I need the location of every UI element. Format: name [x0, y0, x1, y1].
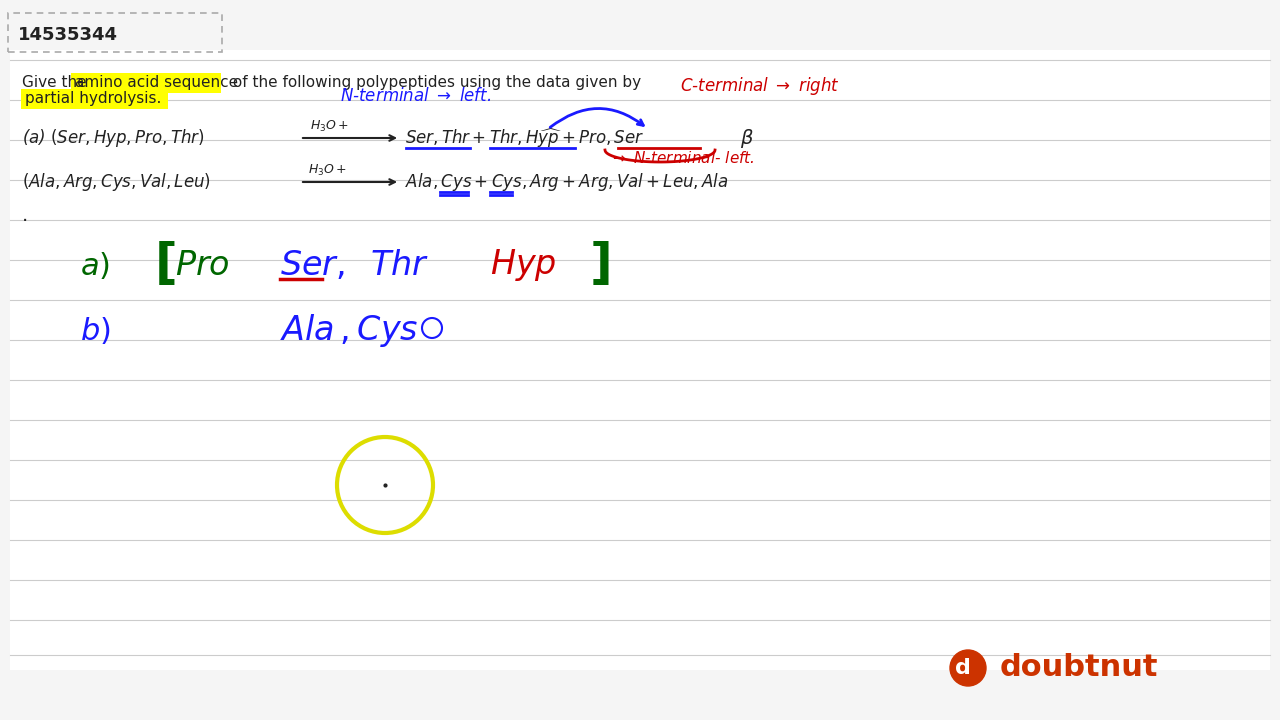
Text: $H_3O+$: $H_3O+$ — [308, 163, 347, 178]
Text: $Pro$: $Pro$ — [175, 248, 229, 282]
FancyBboxPatch shape — [20, 89, 168, 109]
Text: $Thr$: $Thr$ — [370, 248, 429, 282]
Text: d: d — [955, 658, 972, 678]
Text: Give the: Give the — [22, 74, 91, 89]
Text: $(Ala, Arg, Cys, Val, Leu)$: $(Ala, Arg, Cys, Val, Leu)$ — [22, 171, 211, 193]
Text: $H_3O+$: $H_3O+$ — [310, 119, 349, 133]
Text: .: . — [22, 205, 28, 225]
Text: doubtnut: doubtnut — [1000, 654, 1158, 683]
Text: of the following polypeptides using the data given by: of the following polypeptides using the … — [228, 74, 641, 89]
Text: $Ser,$: $Ser,$ — [280, 248, 344, 282]
FancyBboxPatch shape — [70, 73, 221, 93]
Text: $C$-terminal $\rightarrow$ right: $C$-terminal $\rightarrow$ right — [680, 75, 840, 97]
Text: $b)$: $b)$ — [81, 315, 110, 346]
Text: $Ala\,, Cys$: $Ala\,, Cys$ — [280, 312, 419, 348]
Text: partial hydrolysis.: partial hydrolysis. — [26, 91, 161, 106]
Text: $\beta$: $\beta$ — [740, 127, 754, 150]
Text: $\rightarrow$ N-terminal- left.: $\rightarrow$ N-terminal- left. — [611, 150, 755, 166]
Text: $Ala, Cys + Cys, Arg + Arg, Val + Leu, Ala$: $Ala, Cys + Cys, Arg + Arg, Val + Leu, A… — [404, 171, 728, 193]
Text: $Ser, Thr + Thr, H\widehat{yp} + Pro, Ser$: $Ser, Thr + Thr, H\widehat{yp} + Pro, Se… — [404, 127, 644, 150]
Text: $a)$: $a)$ — [81, 250, 110, 281]
Text: ]: ] — [590, 241, 613, 289]
Text: 14535344: 14535344 — [18, 26, 118, 44]
Text: [: [ — [155, 241, 178, 289]
FancyBboxPatch shape — [10, 50, 1270, 670]
Text: (a) $(Ser, Hyp, Pro, Thr)$: (a) $(Ser, Hyp, Pro, Thr)$ — [22, 127, 205, 149]
Circle shape — [950, 650, 986, 686]
Text: amino acid sequence: amino acid sequence — [76, 74, 238, 89]
Text: $N$-terminal $\rightarrow$ left.: $N$-terminal $\rightarrow$ left. — [340, 87, 492, 105]
Text: $Hyp$: $Hyp$ — [490, 247, 557, 283]
